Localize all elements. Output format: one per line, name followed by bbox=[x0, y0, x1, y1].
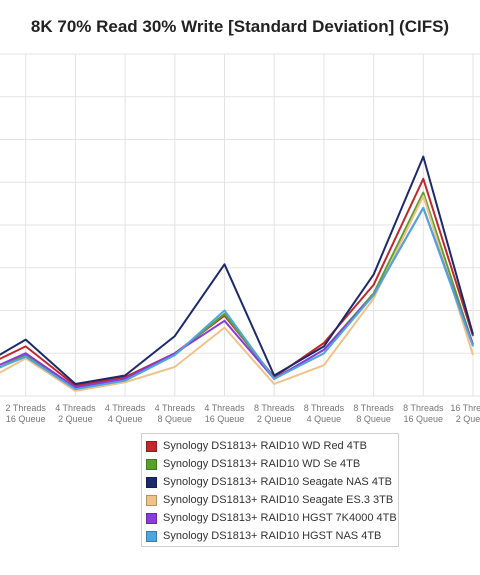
chart-title: 8K 70% Read 30% Write [Standard Deviatio… bbox=[30, 17, 450, 36]
x-tick-label: 4 Threads 8 Queue bbox=[155, 403, 196, 424]
legend-swatch bbox=[146, 476, 157, 488]
legend-swatch bbox=[146, 494, 157, 506]
legend-label: Synology DS1813+ RAID10 WD Red 4TB bbox=[163, 440, 367, 452]
legend-item: Synology DS1813+ RAID10 Seagate ES.3 3TB bbox=[146, 491, 398, 509]
legend-label: Synology DS1813+ RAID10 HGST 7K4000 4TB bbox=[163, 512, 397, 524]
legend-swatch bbox=[146, 458, 157, 470]
legend-item: Synology DS1813+ RAID10 WD Red 4TB bbox=[146, 437, 398, 455]
legend-label: Synology DS1813+ RAID10 Seagate NAS 4TB bbox=[163, 476, 392, 488]
legend-swatch bbox=[146, 440, 157, 452]
legend-item: Synology DS1813+ RAID10 Seagate NAS 4TB bbox=[146, 473, 398, 491]
legend-swatch bbox=[146, 512, 157, 524]
x-tick-label: 4 Threads 2 Queue bbox=[55, 403, 96, 424]
series-line-1 bbox=[0, 177, 474, 387]
legend-swatch bbox=[146, 530, 157, 542]
x-tick-label: 8 Threads 8 Queue bbox=[353, 403, 394, 424]
series-line-3 bbox=[0, 155, 474, 385]
series-line-6 bbox=[0, 206, 474, 391]
legend-label: Synology DS1813+ RAID10 Seagate ES.3 3TB bbox=[163, 494, 394, 506]
grid bbox=[0, 53, 480, 397]
legend: Synology DS1813+ RAID10 WD Red 4TB Synolo… bbox=[141, 433, 399, 547]
series-lines bbox=[0, 155, 474, 392]
legend-item: Synology DS1813+ RAID10 HGST NAS 4TB bbox=[146, 527, 398, 545]
x-tick-label: 8 Threads 4 Queue bbox=[304, 403, 345, 424]
x-tick-label: 8 Threads 16 Queue bbox=[403, 403, 444, 424]
legend-item: Synology DS1813+ RAID10 WD Se 4TB bbox=[146, 455, 398, 473]
legend-label: Synology DS1813+ RAID10 HGST NAS 4TB bbox=[163, 530, 382, 542]
x-tick-label: 4 Threads 4 Queue bbox=[105, 403, 146, 424]
x-tick-label: 4 Threads 16 Queue bbox=[204, 403, 245, 424]
legend-item: Synology DS1813+ RAID10 HGST 7K4000 4TB bbox=[146, 509, 398, 527]
x-tick-label: 8 Threads 2 Queue bbox=[254, 403, 295, 424]
x-tick-label: 2 Threads 16 Queue bbox=[6, 403, 47, 424]
legend-label: Synology DS1813+ RAID10 WD Se 4TB bbox=[163, 458, 361, 470]
